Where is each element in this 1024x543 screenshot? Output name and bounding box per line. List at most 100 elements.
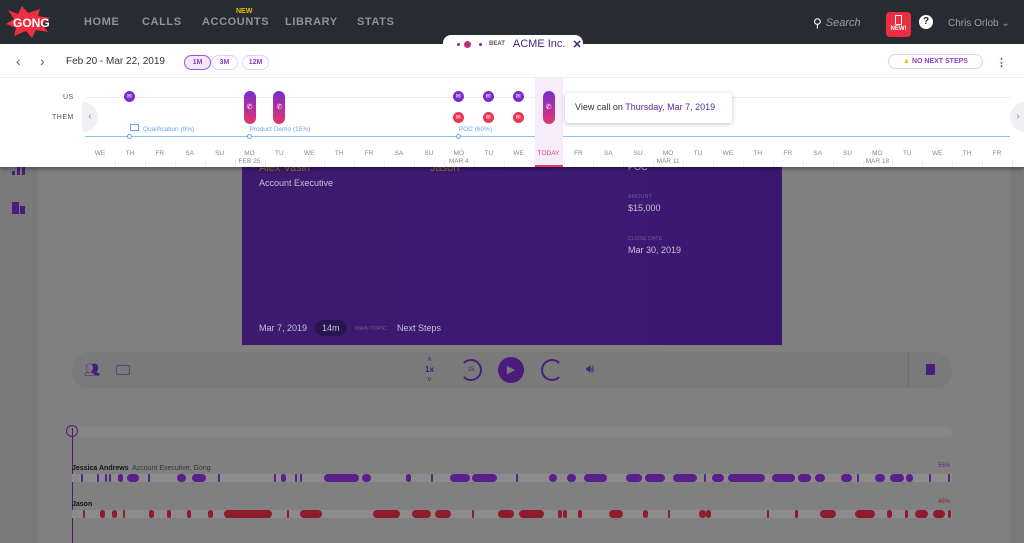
talk-segment[interactable] <box>567 474 577 482</box>
talk-segment[interactable] <box>855 510 875 518</box>
talk-segment[interactable] <box>626 474 643 482</box>
talk-segment[interactable] <box>191 474 206 482</box>
more-options-icon[interactable]: ⋮ <box>996 57 1007 69</box>
scrubber-track[interactable] <box>72 427 952 437</box>
talk-segment[interactable] <box>431 474 434 482</box>
talk-segment[interactable] <box>841 474 852 482</box>
talk-segment[interactable] <box>814 474 826 482</box>
talk-segment[interactable] <box>411 510 432 518</box>
talk-segment[interactable] <box>608 510 623 518</box>
talk-segment[interactable] <box>563 510 568 518</box>
talk-segment[interactable] <box>167 510 172 518</box>
nav-home[interactable]: HOME <box>84 16 120 28</box>
talk-segment[interactable] <box>820 510 836 518</box>
playhead-handle[interactable] <box>66 425 78 437</box>
talk-segment[interactable] <box>286 510 290 518</box>
rewind-15-icon[interactable]: 15 <box>460 359 482 381</box>
call-event-icon[interactable]: ✆ <box>542 91 555 124</box>
help-icon[interactable]: ? <box>919 15 933 29</box>
talk-segment[interactable] <box>548 474 557 482</box>
speed-control[interactable]: ˄ 1x ˅ <box>425 355 434 384</box>
email-event-icon[interactable]: ✉ <box>512 112 524 123</box>
talk-segment[interactable] <box>117 474 124 482</box>
talk-segment[interactable] <box>711 474 725 482</box>
talk-segment[interactable] <box>362 474 372 482</box>
talk-segment[interactable] <box>273 474 277 482</box>
talk-segment[interactable] <box>772 474 796 482</box>
participants-icon[interactable]: 👥︎ <box>84 362 101 377</box>
talk-segment[interactable] <box>856 474 860 482</box>
talk-segment[interactable] <box>947 474 951 482</box>
talk-segment[interactable] <box>82 510 85 518</box>
talk-segment[interactable] <box>886 510 893 518</box>
talk-segment[interactable] <box>798 474 812 482</box>
talk-segment[interactable] <box>557 510 563 518</box>
search-button[interactable]: ⚲ Search <box>813 16 861 30</box>
talk-segment[interactable] <box>472 474 498 482</box>
skip-forward-icon[interactable] <box>541 359 563 381</box>
keyboard-icon[interactable] <box>116 365 130 375</box>
talk-segment[interactable] <box>111 510 117 518</box>
talk-segment[interactable] <box>706 510 711 518</box>
talk-segment[interactable] <box>515 474 518 482</box>
talk-segment[interactable] <box>323 474 359 482</box>
call-event-icon[interactable]: ✆ <box>273 91 286 124</box>
nav-calls[interactable]: CALLS <box>142 16 182 28</box>
talk-segment[interactable] <box>471 510 474 518</box>
email-event-icon[interactable]: ✉ <box>482 112 494 123</box>
talk-segment[interactable] <box>584 474 608 482</box>
email-event-icon[interactable]: ✉ <box>482 91 494 102</box>
talk-segment[interactable] <box>123 510 126 518</box>
talk-segment[interactable] <box>578 510 582 518</box>
talk-segment[interactable] <box>875 474 886 482</box>
stats-icon[interactable] <box>12 165 25 175</box>
play-button[interactable]: ▶ <box>498 357 524 383</box>
range-1m[interactable]: 1M <box>184 55 211 70</box>
talk-segment[interactable] <box>147 474 150 482</box>
talk-segment[interactable] <box>795 510 798 518</box>
talk-segment[interactable] <box>643 510 648 518</box>
talk-segment[interactable] <box>519 510 544 518</box>
no-next-steps-badge[interactable]: ▲ NO NEXT STEPS <box>888 54 983 69</box>
talk-segment[interactable] <box>673 474 697 482</box>
talk-segment[interactable] <box>667 510 670 518</box>
talk-segment[interactable] <box>699 510 706 518</box>
prev-range-button[interactable]: ‹ <box>16 53 21 69</box>
playhead-line[interactable] <box>72 428 73 543</box>
talk-segment[interactable] <box>299 510 322 518</box>
talk-segment[interactable] <box>932 510 945 518</box>
nav-stats[interactable]: STATS <box>357 16 395 28</box>
talk-segment[interactable] <box>497 510 514 518</box>
talk-segment[interactable] <box>890 474 905 482</box>
close-icon[interactable]: ✕ <box>572 38 582 51</box>
timeline-next-arrow[interactable]: › <box>1010 102 1024 132</box>
talk-segment[interactable] <box>703 474 707 482</box>
range-12m[interactable]: 12M <box>242 55 269 70</box>
gong-logo[interactable]: GONG <box>6 6 62 38</box>
talk-segment[interactable] <box>127 474 139 482</box>
next-range-button[interactable]: › <box>40 53 45 69</box>
email-event-icon[interactable]: ✉ <box>123 91 135 102</box>
email-event-icon[interactable]: ✉ <box>452 91 464 102</box>
talk-segment[interactable] <box>100 510 105 518</box>
nav-accounts[interactable]: ACCOUNTS <box>202 16 270 28</box>
talk-segment[interactable] <box>80 474 84 482</box>
talk-segment[interactable] <box>906 474 914 482</box>
talk-segment[interactable] <box>767 510 770 518</box>
talk-segment[interactable] <box>405 474 411 482</box>
talk-segment[interactable] <box>149 510 154 518</box>
talk-segment[interactable] <box>104 474 107 482</box>
talk-segment[interactable] <box>224 510 272 518</box>
call-event-icon[interactable]: ✆ <box>243 91 256 124</box>
nav-library[interactable]: LIBRARY <box>285 16 338 28</box>
talk-segment[interactable] <box>108 474 112 482</box>
talk-segment[interactable] <box>96 474 99 482</box>
talk-segment[interactable] <box>644 474 666 482</box>
talk-segment[interactable] <box>372 510 401 518</box>
timeline-prev-arrow[interactable]: ‹ <box>82 102 98 132</box>
speaker-track[interactable] <box>72 510 952 518</box>
mobile-app-new-button[interactable]: NEW! <box>886 12 911 37</box>
email-event-icon[interactable]: ✉ <box>452 112 464 123</box>
user-menu[interactable]: Chris Orlob ⌄ <box>948 18 1010 29</box>
talk-segment[interactable] <box>187 510 191 518</box>
